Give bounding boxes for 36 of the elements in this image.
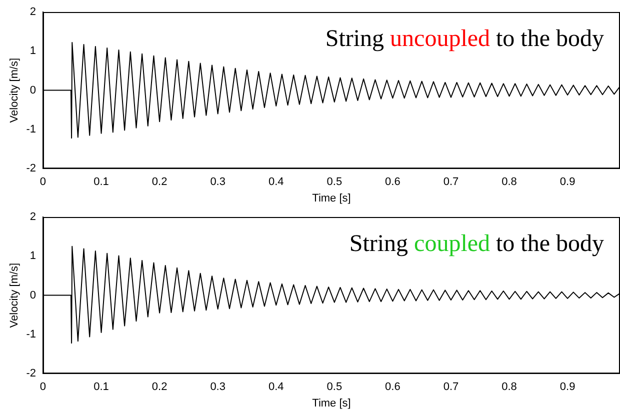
x-axis-title: Time [s]	[312, 397, 351, 410]
text: String uncoupled to the body	[325, 26, 604, 52]
x-tick-label: 0.3	[210, 176, 226, 188]
y-axis-title: Velocity [m/s]	[8, 262, 21, 328]
x-tick-label: 0	[40, 176, 46, 188]
x-tick-label: 0.9	[560, 381, 576, 394]
y-tick-label: 1	[30, 45, 36, 58]
x-tick-label: 0.7	[443, 176, 459, 188]
x-tick-label: 0.5	[326, 381, 342, 394]
x-tick-label: 0.8	[502, 381, 517, 394]
y-tick-label: -1	[26, 123, 36, 136]
y-axis-title: Velocity [m/s]	[8, 58, 21, 123]
x-tick-label: 0.4	[268, 176, 284, 188]
x-tick-label: 0.2	[152, 176, 168, 188]
y-tick-label: 0	[30, 84, 36, 96]
x-tick-label: 0.4	[268, 381, 284, 394]
text: String coupled to the body	[349, 231, 604, 257]
x-tick-label: 0.6	[385, 176, 400, 188]
y-tick-label: 0	[30, 289, 36, 302]
y-tick-label: 2	[30, 6, 36, 18]
x-tick-label: 0	[40, 381, 46, 394]
x-tick-label: 0.7	[443, 381, 459, 394]
y-tick-label: 2	[30, 211, 36, 224]
y-tick-label: -2	[26, 162, 36, 175]
x-tick-label: 0.8	[502, 176, 517, 188]
x-tick-label: 0.6	[385, 381, 400, 394]
x-axis-title: Time [s]	[312, 192, 351, 204]
x-tick-label: 0.5	[326, 176, 342, 188]
x-tick-label: 0.2	[152, 381, 168, 394]
x-tick-label: 0.9	[560, 176, 576, 188]
y-tick-label: -2	[26, 368, 36, 380]
x-tick-label: 0.1	[94, 176, 109, 188]
y-tick-label: -1	[26, 328, 36, 340]
x-tick-label: 0.1	[94, 381, 109, 394]
y-tick-label: 1	[30, 250, 36, 262]
x-tick-label: 0.3	[210, 381, 226, 394]
